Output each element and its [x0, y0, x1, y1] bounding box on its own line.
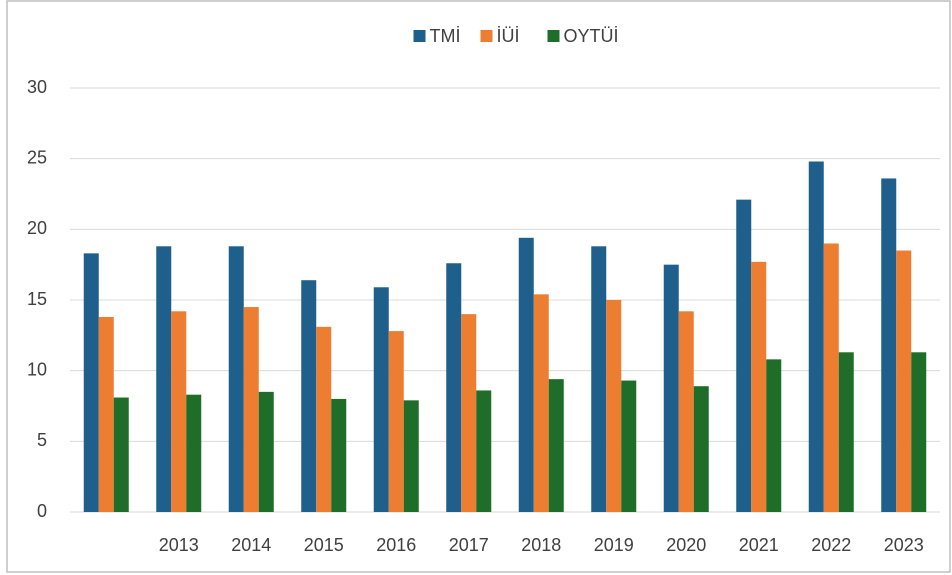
x-tick-label: 2022 [811, 535, 851, 555]
bar [316, 326, 332, 512]
x-tick-label: 2018 [521, 535, 561, 555]
x-tick-label: 2021 [739, 535, 779, 555]
bar [476, 390, 492, 512]
bar [461, 314, 477, 512]
bar [606, 300, 622, 512]
legend-swatch [480, 30, 493, 42]
x-tick-label: 2023 [884, 535, 924, 555]
bar [911, 352, 927, 512]
bar [243, 307, 259, 512]
bar [113, 397, 129, 512]
x-tick-label: 2015 [304, 535, 344, 555]
legend-swatch [413, 30, 426, 42]
bar [591, 246, 607, 512]
bar [388, 331, 404, 512]
y-tick-label: 5 [37, 430, 47, 450]
bar [693, 386, 709, 512]
bar [823, 243, 839, 512]
bar [518, 237, 534, 512]
x-tick-label: 2020 [666, 535, 706, 555]
legend-label: TMİ [430, 26, 461, 46]
bar [766, 359, 782, 512]
bar [751, 261, 767, 512]
bar [838, 352, 854, 512]
x-tick-label: 2019 [594, 535, 634, 555]
bar [678, 311, 694, 512]
bar [228, 246, 244, 512]
bar [881, 178, 897, 512]
bar [446, 263, 462, 512]
bar [403, 400, 419, 512]
bar [896, 250, 912, 513]
bar [533, 294, 549, 512]
bar [663, 264, 679, 512]
y-tick-label: 0 [37, 501, 47, 521]
bar [83, 253, 99, 513]
legend-label: OYTÜİ [564, 26, 619, 46]
y-tick-label: 30 [27, 77, 47, 97]
bar [156, 246, 172, 512]
bar [258, 391, 274, 512]
y-tick-label: 20 [27, 218, 47, 238]
y-tick-label: 10 [27, 359, 47, 379]
bar [301, 280, 317, 512]
legend-label: İÜİ [497, 26, 520, 46]
x-tick-label: 2017 [449, 535, 489, 555]
bar [373, 287, 389, 512]
bar [171, 311, 187, 512]
x-tick-label: 2013 [159, 535, 199, 555]
x-tick-label: 2014 [231, 535, 271, 555]
bar [98, 316, 114, 512]
bar [736, 199, 752, 513]
bar [331, 398, 347, 512]
bar [621, 380, 637, 512]
x-tick-label: 2016 [376, 535, 416, 555]
bar [548, 379, 564, 512]
legend-swatch [547, 30, 560, 42]
bar [186, 394, 202, 512]
y-tick-label: 25 [27, 147, 47, 167]
y-tick-label: 15 [27, 289, 47, 309]
bar [808, 161, 824, 512]
